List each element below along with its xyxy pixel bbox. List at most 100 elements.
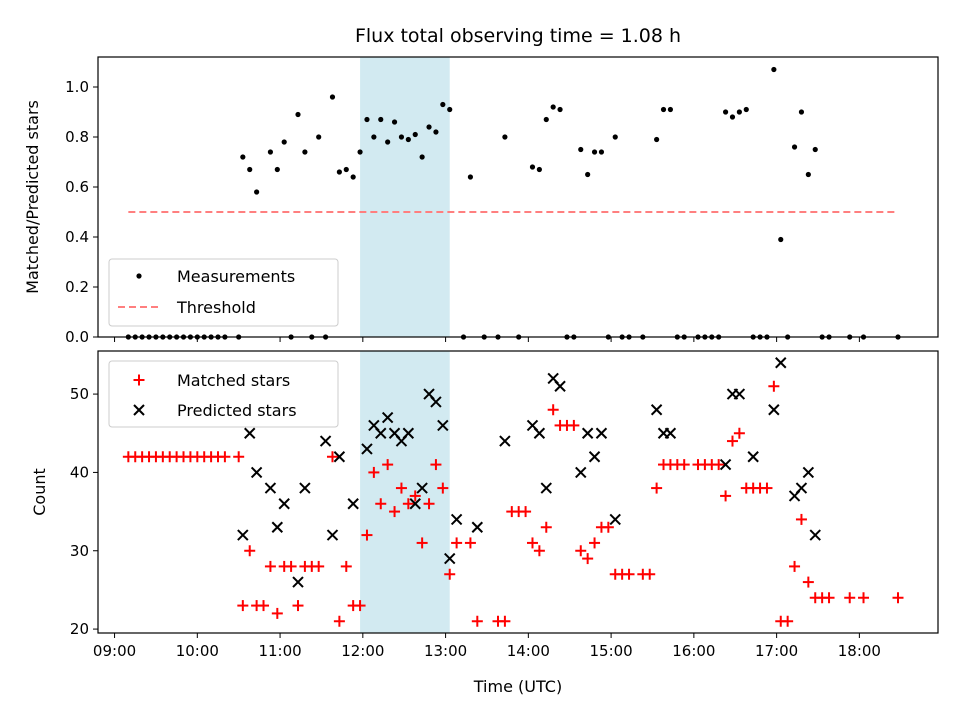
x-tick-label: 10:00 [176,642,219,660]
measurement-point [660,106,667,113]
top-y-tick-label: 1.0 [65,78,89,96]
top-legend-box [108,258,339,327]
x-tick-label: 17:00 [755,642,798,660]
measurement-point [529,164,536,170]
matched-point [761,482,773,494]
matched-point [430,459,442,471]
measurement-point [378,116,384,123]
measurement-point [612,134,618,140]
matched-point [782,615,794,627]
predicted-point-b [292,576,304,588]
measurement-point [536,166,542,173]
measurement-point [791,144,798,150]
legend-matched-marker [133,374,145,386]
measurement-point [550,104,556,110]
legend-predicted-label: Predicted stars [177,401,297,420]
predicted-point-b [430,396,442,408]
matched-point [423,498,435,510]
predicted-point-b [368,419,380,432]
predicted-point-b [237,529,249,541]
matched-point [326,451,338,463]
bottom-y-tick-label: 30 [70,542,89,560]
measurement-point [281,139,287,145]
predicted-point-b [802,466,815,479]
matched-point [285,560,297,572]
predicted-point-b [333,451,346,463]
predicted-point-b [375,427,387,439]
matched-point [540,521,552,533]
matched-point [340,560,352,572]
matched-point [844,592,856,604]
matched-point [768,380,780,392]
bottom-y-axis-label: Count [30,468,49,516]
matched-point [582,553,594,565]
matched-point [361,529,373,541]
measurement-point [591,149,598,155]
matched-point [858,592,870,604]
predicted-point [292,576,304,588]
matched-point [375,498,387,510]
predicted-point [271,521,284,533]
matched-point [416,537,428,549]
matched-point [258,600,270,612]
measurement-point [274,166,280,173]
predicted-point [333,451,346,463]
predicted-point-b [319,435,332,447]
predicted-point [430,396,442,408]
predicted-point [347,498,359,510]
predicted-point [375,427,387,439]
predicted-point-b [244,427,256,439]
measurement-point [778,236,784,243]
matched-point [395,482,407,494]
predicted-point-b [264,482,277,494]
measurement-point [798,109,805,115]
predicted-point [768,404,780,416]
measurement-point [364,116,370,123]
predicted-point [581,427,594,439]
matched-point [547,404,559,416]
predicted-point [795,482,808,494]
measurement-point [247,166,253,173]
predicted-point-b [444,552,456,565]
matched-point [382,459,394,471]
legend-predicted-marker [133,404,145,416]
predicted-point [319,435,332,447]
legend-matched-label: Matched stars [177,371,290,390]
predicted-point [775,357,787,369]
matched-point [233,451,245,463]
x-axis-label: Time (UTC) [473,677,562,696]
measurement-point [405,136,411,143]
x-tick-label: 15:00 [589,642,632,660]
predicted-point [326,529,339,541]
x-tick-label: 09:00 [93,642,136,660]
predicted-point [402,427,415,439]
measurement-point [467,174,474,180]
measurement-point [557,106,563,113]
measurement-point [240,154,246,160]
matched-point [713,459,725,471]
x-tick-label: 12:00 [341,642,384,660]
matched-point [795,513,807,525]
predicted-star-points [237,357,821,588]
predicted-point [733,388,746,400]
measurement-point [812,146,818,153]
top-highlight-span [360,57,450,337]
measurement-point [805,171,811,178]
measurement-point [426,124,432,130]
measurement-point [743,106,749,113]
matched-point [402,498,414,510]
predicted-point-b [471,521,484,533]
matched-point [264,560,276,572]
matched-point [568,419,580,431]
measurement-point [385,139,391,145]
legend-measurements-marker [136,273,142,279]
predicted-point [533,427,546,439]
measurement-point [343,166,349,173]
top-y-tick-label: 0.4 [65,228,89,246]
measurement-point [295,111,301,118]
matched-point [733,427,745,439]
predicted-point-b [499,435,511,447]
matched-point [219,451,231,463]
predicted-point-b [416,482,428,494]
measurement-points [125,66,901,340]
